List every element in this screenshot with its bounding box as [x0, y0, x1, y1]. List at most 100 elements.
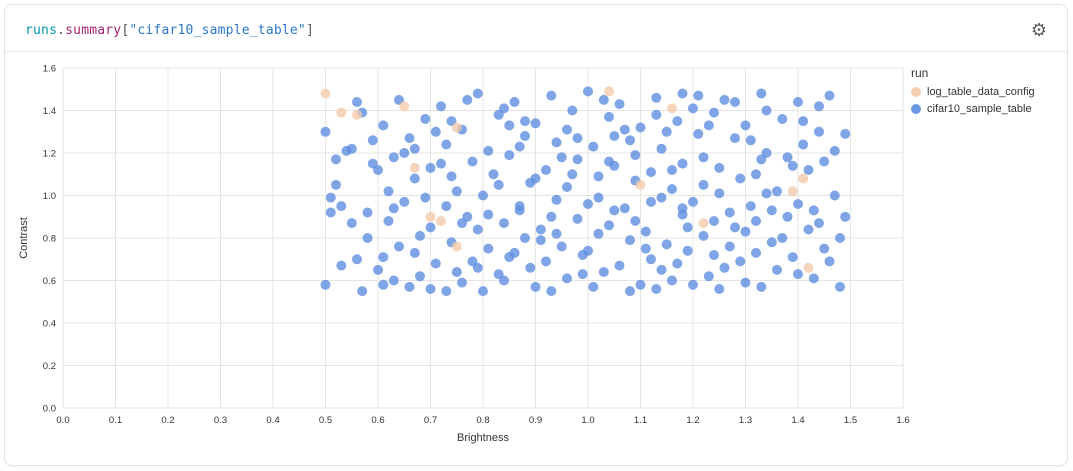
data-point — [766, 205, 777, 216]
panel-card: runs.summary["cifar10_sample_table"] ⚙ 0… — [4, 4, 1068, 466]
data-point — [451, 186, 462, 197]
data-point — [609, 205, 620, 216]
data-point — [394, 241, 404, 252]
data-point — [598, 94, 609, 105]
data-point — [509, 97, 520, 107]
data-point — [688, 103, 698, 114]
data-point — [451, 267, 462, 277]
data-point — [483, 145, 494, 156]
data-point — [824, 90, 835, 101]
data-point — [499, 275, 509, 286]
data-point — [357, 286, 368, 297]
data-point — [441, 139, 452, 150]
plot-row: 0.0 0.1 0.2 0.3 0.4 0.5 0.6 0.7 0.8 0.9 1.0 1.1 1.2 1… — [5, 52, 1067, 448]
data-point — [352, 97, 362, 107]
data-point — [793, 269, 803, 280]
data-point — [378, 252, 389, 263]
data-point — [709, 250, 719, 260]
panel-title-segment: ] — [305, 22, 314, 38]
data-point — [598, 267, 609, 277]
data-point — [798, 139, 809, 150]
data-point — [572, 154, 583, 165]
x-tick-label: 1.6 — [896, 415, 909, 426]
data-point — [667, 103, 677, 114]
data-point — [688, 279, 698, 290]
data-point — [593, 228, 604, 239]
gear-icon[interactable]: ⚙ — [1030, 20, 1047, 40]
data-point — [530, 118, 541, 129]
data-point — [399, 148, 410, 158]
x-tick-label: 1.0 — [581, 415, 594, 426]
data-point — [331, 179, 341, 190]
data-point — [703, 271, 714, 282]
data-point — [751, 247, 761, 258]
data-point — [336, 107, 347, 118]
data-point — [551, 137, 562, 148]
data-point — [635, 179, 646, 190]
data-point — [604, 220, 614, 231]
y-tick-label: 1.2 — [43, 149, 56, 160]
data-point — [467, 256, 478, 267]
data-point — [619, 124, 630, 135]
data-point — [436, 158, 446, 169]
data-point — [803, 165, 814, 175]
data-point — [793, 97, 803, 107]
data-point — [457, 277, 467, 288]
data-point — [593, 171, 604, 182]
data-point — [436, 216, 446, 226]
data-point — [651, 284, 662, 294]
data-point — [656, 264, 667, 275]
data-point — [651, 109, 662, 120]
data-point — [551, 194, 562, 205]
data-point — [556, 152, 567, 163]
data-point — [556, 241, 567, 252]
data-point — [840, 211, 851, 222]
x-tick-label: 0.5 — [319, 415, 332, 426]
data-point — [740, 226, 751, 237]
data-point — [336, 260, 347, 271]
x-tick-label: 0.0 — [56, 415, 69, 426]
data-point — [346, 218, 357, 229]
data-point — [341, 145, 352, 156]
data-point — [630, 150, 641, 161]
data-point — [362, 233, 373, 243]
x-tick-label: 0.9 — [529, 415, 542, 426]
data-point — [388, 152, 399, 163]
legend-title: run — [911, 66, 929, 80]
data-point — [467, 156, 478, 167]
data-point — [472, 88, 483, 99]
data-point — [535, 224, 546, 235]
x-tick-label: 0.2 — [161, 415, 174, 426]
x-tick-label: 0.4 — [266, 415, 279, 426]
data-point — [635, 122, 646, 133]
data-point — [703, 120, 714, 131]
data-point — [625, 235, 635, 246]
data-point — [761, 188, 772, 199]
data-point — [378, 120, 389, 131]
data-point — [415, 271, 425, 282]
data-point — [756, 154, 767, 165]
data-point — [640, 226, 651, 237]
data-point — [672, 116, 683, 127]
data-point — [625, 135, 635, 146]
data-point — [672, 258, 683, 269]
data-point — [661, 239, 672, 250]
data-point — [751, 169, 761, 180]
legend-item[interactable]: log_table_data_config — [911, 86, 1061, 98]
legend-item[interactable]: cifar10_sample_table — [911, 103, 1061, 115]
y-tick-label: 0.8 — [43, 234, 56, 245]
scatter-plot[interactable]: 0.0 0.1 0.2 0.3 0.4 0.5 0.6 0.7 0.8 0.9 1.0 1.1 1.2 1… — [13, 58, 911, 448]
data-point — [509, 247, 520, 258]
data-point — [709, 216, 719, 226]
data-point — [583, 245, 593, 256]
data-point — [325, 192, 336, 203]
data-point — [320, 279, 331, 290]
data-point — [756, 281, 767, 292]
data-point — [740, 120, 751, 131]
y-axis-label: Contrast — [18, 217, 30, 259]
data-point — [714, 162, 725, 173]
data-point — [787, 186, 798, 197]
data-point — [425, 211, 436, 222]
x-tick-label: 1.2 — [686, 415, 699, 426]
data-point — [430, 126, 441, 137]
